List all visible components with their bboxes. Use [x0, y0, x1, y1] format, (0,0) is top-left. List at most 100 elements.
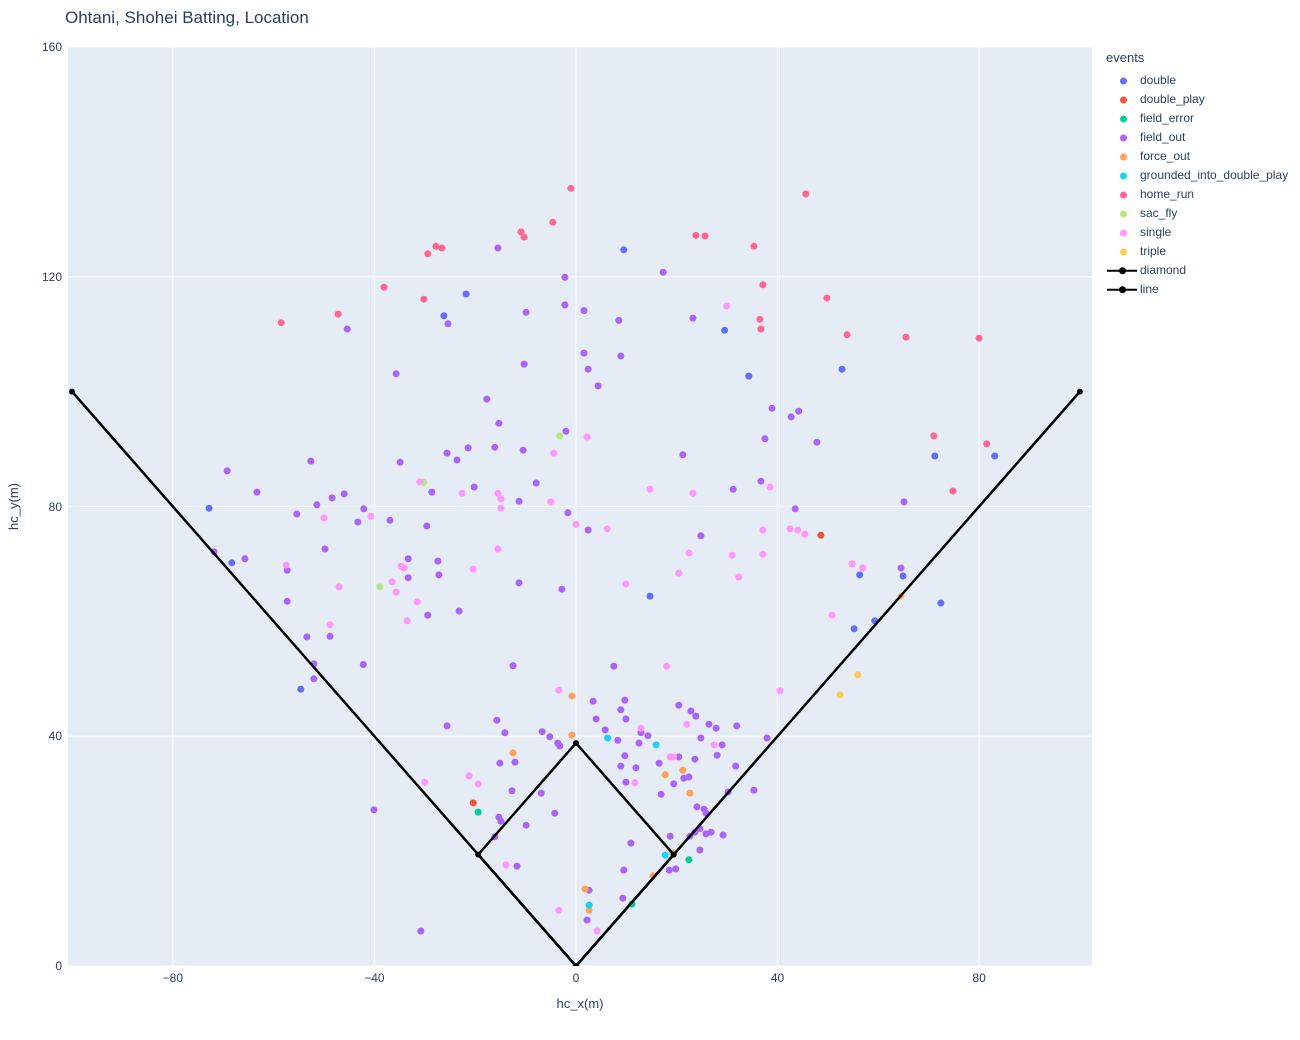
- scatter-point-force_out: [585, 906, 593, 914]
- legend-item-diamond[interactable]: diamond: [1104, 261, 1300, 280]
- trace-line-marker: [1076, 388, 1083, 395]
- scatter-point-double: [228, 559, 236, 567]
- scatter-point-field_out: [328, 494, 336, 502]
- scatter-point-field_out: [617, 706, 625, 714]
- legend-item-field_error[interactable]: field_error: [1104, 109, 1300, 128]
- legend-title: events: [1106, 50, 1145, 65]
- scatter-point-home_run: [517, 228, 525, 236]
- legend-item-line[interactable]: line: [1104, 280, 1300, 299]
- scatter-point-field_out: [562, 427, 570, 435]
- scatter-point-field_out: [693, 803, 701, 811]
- scatter-point-double: [721, 326, 729, 334]
- scatter-point-single: [388, 578, 396, 586]
- scatter-point-single: [465, 772, 473, 780]
- scatter-point-field_out: [620, 866, 628, 874]
- scatter-point-field_out: [733, 722, 741, 730]
- scatter-point-field_out: [675, 753, 683, 761]
- scatter-point-field_out: [283, 566, 291, 574]
- scatter-point-single: [421, 778, 429, 786]
- scatter-point-single: [550, 449, 558, 457]
- scatter-point-single: [502, 861, 510, 869]
- y-tick-label: 120: [41, 269, 62, 284]
- scatter-point-single: [497, 495, 505, 503]
- scatter-point-field_out: [551, 809, 559, 817]
- legend-line-icon: [1107, 269, 1137, 272]
- scatter-point-home_run: [975, 334, 983, 342]
- legend-item-label: sac_fly: [1140, 206, 1178, 220]
- scatter-point-field_out: [359, 661, 367, 668]
- scatter-point-single: [416, 478, 424, 486]
- scatter-point-field_out: [310, 675, 318, 683]
- scatter-point-single: [801, 530, 809, 538]
- scatter-point-single: [494, 545, 502, 553]
- legend-item-force_out[interactable]: force_out: [1104, 147, 1300, 166]
- scatter-point-field_out: [494, 244, 502, 252]
- scatter-point-single: [683, 720, 691, 728]
- scatter-point-field_out: [511, 758, 519, 766]
- scatter-point-single: [728, 551, 736, 559]
- scatter-point-home_run: [756, 315, 764, 323]
- plot-area[interactable]: [68, 47, 1092, 966]
- scatter-point-field_error: [685, 856, 693, 864]
- scatter-point-field_out: [787, 413, 795, 421]
- scatter-point-single: [335, 583, 343, 591]
- legend-marker-icon: [1120, 191, 1127, 198]
- scatter-point-single: [735, 573, 743, 581]
- scatter-point-field_out: [897, 564, 905, 572]
- scatter-point-field_out: [622, 715, 630, 723]
- scatter-point-single: [663, 662, 671, 670]
- scatter-point-force_out: [661, 771, 669, 779]
- legend-marker-icon: [1120, 96, 1127, 103]
- scatter-point-field_out: [434, 557, 442, 565]
- scatter-point-home_run: [277, 319, 285, 327]
- scatter-point-single: [646, 485, 654, 493]
- plot-canvas[interactable]: [68, 47, 1092, 966]
- scatter-point-field_out: [644, 732, 652, 740]
- legend-item-label: single: [1140, 225, 1172, 239]
- scatter-point-field_out: [522, 308, 530, 316]
- scatter-point-single: [766, 483, 774, 491]
- scatter-point-field_out: [580, 307, 588, 315]
- scatter-point-single: [631, 779, 639, 787]
- scatter-point-field_out: [719, 831, 727, 839]
- scatter-point-field_out: [614, 736, 622, 744]
- trace-line-marker: [573, 963, 579, 966]
- scatter-point-field_out: [558, 585, 566, 593]
- scatter-point-field_out: [679, 451, 687, 459]
- y-tick-label: 0: [55, 959, 62, 973]
- scatter-point-home_run: [759, 281, 767, 289]
- legend-marker-icon: [1120, 153, 1127, 160]
- scatter-point-double: [646, 592, 654, 600]
- scatter-point-field_out: [370, 806, 378, 814]
- scatter-point-single: [759, 550, 767, 558]
- scatter-point-field_out: [522, 821, 530, 829]
- legend-item-sac_fly[interactable]: sac_fly: [1104, 204, 1300, 223]
- legend-item-double[interactable]: double: [1104, 71, 1300, 90]
- scatter-point-home_run: [843, 331, 851, 339]
- scatter-point-field_out: [455, 607, 463, 615]
- legend-item-double_play[interactable]: double_play: [1104, 90, 1300, 109]
- scatter-point-home_run: [692, 231, 700, 239]
- legend-item-label: double: [1140, 73, 1177, 87]
- chart-title: Ohtani, Shohei Batting, Location: [65, 8, 309, 27]
- scatter-point-field_out: [538, 728, 546, 736]
- scatter-point-field_out: [583, 916, 591, 924]
- scatter-point-field_out: [546, 733, 554, 741]
- legend-item-field_out[interactable]: field_out: [1104, 128, 1300, 147]
- scatter-point-grounded_into_double_play: [604, 734, 612, 742]
- legend-marker-icon: [1120, 115, 1127, 122]
- scatter-point-field_out: [621, 696, 629, 704]
- scatter-point-force_out: [679, 766, 687, 774]
- scatter-point-single: [403, 617, 411, 625]
- legend-item-label: force_out: [1140, 149, 1191, 163]
- scatter-point-field_out: [718, 741, 726, 749]
- legend-item-home_run[interactable]: home_run: [1104, 185, 1300, 204]
- scatter-point-home_run: [567, 184, 575, 192]
- legend-item-single[interactable]: single: [1104, 223, 1300, 242]
- scatter-point-force_out: [581, 885, 589, 893]
- legend-item-grounded_into_double_play[interactable]: grounded_into_double_play: [1104, 166, 1300, 185]
- legend-item-triple[interactable]: triple: [1104, 242, 1300, 261]
- scatter-point-force_out: [568, 692, 576, 700]
- scatter-point-field_out: [343, 325, 351, 333]
